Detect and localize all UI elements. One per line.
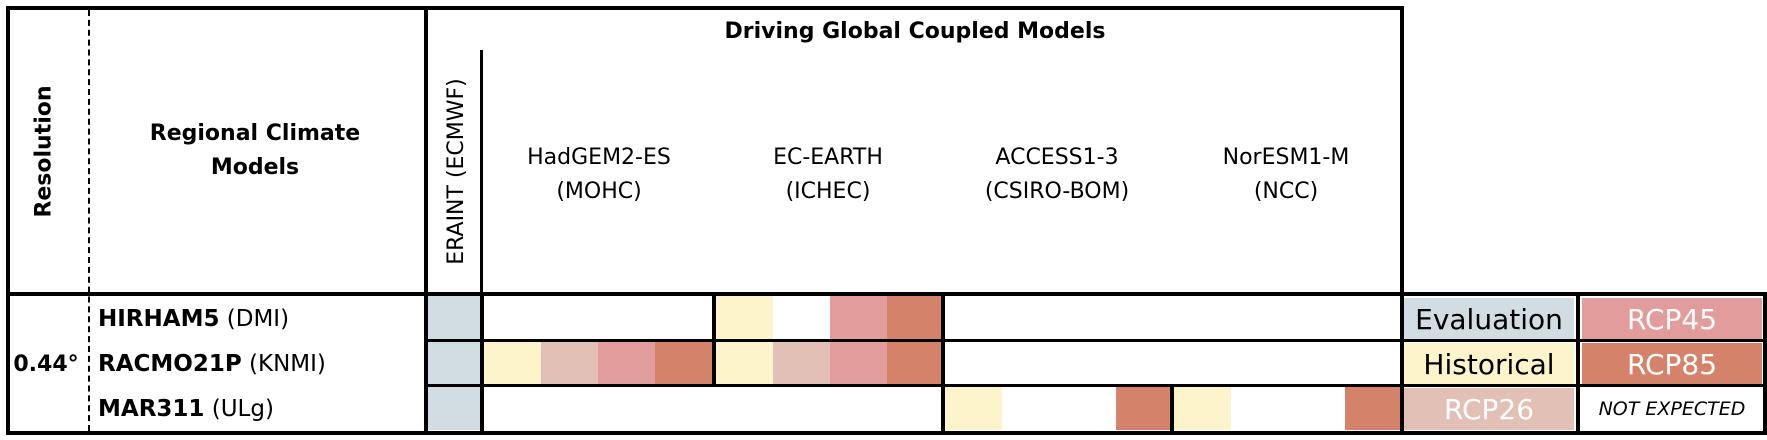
cell-none [484,296,541,339]
cell-none [1345,342,1402,385]
cell-none [655,296,712,339]
cell-historical [945,387,1002,430]
rcm-header-line2: Models [210,155,300,180]
table-border-left [6,6,10,435]
cell-none [1174,296,1231,339]
cell-historical [716,296,773,339]
cell-none [541,387,598,430]
row-divider-1 [428,339,1765,342]
cell-rcp45 [830,342,887,385]
model-institute: (DMI) [226,306,290,332]
model-row-mar311: MAR311 (ULg) [98,386,274,432]
cell-none [1288,296,1345,339]
legend-rcp26: RCP26 [1404,388,1574,430]
model-institute: (KNMI) [249,351,326,377]
cell-none [1002,296,1059,339]
cell-none [655,387,712,430]
cell-rcp26 [541,342,598,385]
table-border-right [1400,6,1404,435]
cell-rcp85 [1345,387,1402,430]
cell-none [716,387,773,430]
cell-none [1059,387,1116,430]
cell-none [1231,387,1288,430]
cell-eraint-evaluation [428,387,480,430]
cell-none [484,387,541,430]
cell-rcp85 [655,342,712,385]
gcm-divider-2 [941,292,945,435]
legend-divider [1576,292,1580,435]
cell-rcp85 [1116,387,1173,430]
cell-historical [716,342,773,385]
cell-none [773,387,830,430]
legend-rcp85: RCP85 [1582,343,1762,385]
model-name: RACMO21P [98,351,242,377]
eraint-header: ERAINT (ECMWF) [443,77,469,265]
cell-none [1231,296,1288,339]
cell-none [945,296,1002,339]
cell-rcp26 [773,342,830,385]
cell-none [1002,342,1059,385]
resolution-value: 0.44° [13,351,79,377]
rcm-gcm-divider [424,6,428,435]
cell-none [1059,296,1116,339]
legend-not-expected: NOT EXPECTED [1582,388,1762,430]
model-name: HIRHAM5 [98,306,220,332]
model-row-hirham5: HIRHAM5 (DMI) [98,296,289,342]
gcm-header-hadgem2: HadGEM2-ES (MOHC) [527,145,671,204]
cell-none [945,342,1002,385]
row-divider-2 [428,384,1765,387]
cell-historical [484,342,541,385]
driving-gcm-title: Driving Global Coupled Models [724,18,1106,44]
rcm-header: Regional Climate Models [90,10,420,292]
cell-none [1231,342,1288,385]
rcm-header-line1: Regional Climate [149,121,361,146]
cell-none [1116,296,1173,339]
cell-none [1288,387,1345,430]
table-border-top [6,6,1404,10]
cell-rcp85 [887,296,944,339]
cell-rcp45 [830,296,887,339]
cell-eraint-evaluation [428,342,480,385]
legend-border-right [1763,292,1767,435]
legend-historical: Historical [1404,343,1574,385]
legend-rcp45: RCP45 [1582,298,1762,340]
cell-rcp45 [598,342,655,385]
cell-none [598,387,655,430]
table-border-bottom [6,431,1765,435]
eraint-body-divider [480,292,484,435]
resolution-divider-dashed [88,10,90,431]
cell-none [1288,342,1345,385]
cell-none [830,387,887,430]
gcm-header-noresm: NorESM1-M (NCC) [1222,145,1350,204]
cell-none [1174,342,1231,385]
gcm-header-access: ACCESS1-3 (CSIRO-BOM) [984,145,1130,204]
cell-none [1116,342,1173,385]
cell-none [541,296,598,339]
cell-rcp85 [887,342,944,385]
legend-evaluation: Evaluation [1404,298,1574,340]
model-name: MAR311 [98,396,205,422]
resolution-header: Resolution [31,84,57,218]
gcm-header-ecearth: EC-EARTH (ICHEC) [773,145,883,204]
header-body-divider [6,292,1765,296]
cell-none [1002,387,1059,430]
cell-historical [1174,387,1231,430]
gcm-divider-3 [1170,384,1174,435]
eraint-divider [480,50,483,292]
model-institute: (ULg) [211,396,274,422]
cell-none [598,296,655,339]
gcm-divider-1 [712,292,716,387]
model-row-racmo21p: RACMO21P (KNMI) [98,341,326,387]
cell-none [1345,296,1402,339]
cell-none [1059,342,1116,385]
cell-eraint-evaluation [428,296,480,339]
cell-none [773,296,830,339]
cell-none [887,387,944,430]
